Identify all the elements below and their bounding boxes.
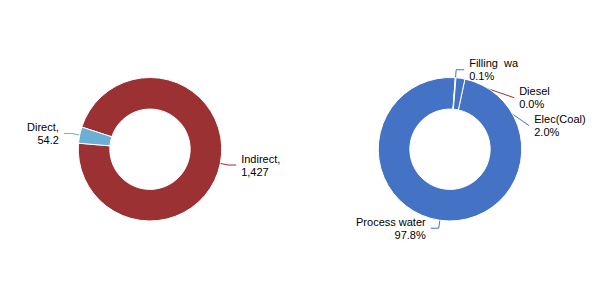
svg-text:Diesel: Diesel (519, 85, 550, 97)
svg-text:Elec(Coal): Elec(Coal) (534, 113, 585, 125)
svg-text:97.8%: 97.8% (395, 229, 426, 241)
svg-text:Indirect,: Indirect, (241, 153, 280, 165)
svg-text:Process water: Process water (356, 216, 426, 228)
svg-text:Filling wa: Filling wa (469, 57, 519, 69)
svg-text:2.0%: 2.0% (534, 126, 559, 138)
svg-text:54.2: 54.2 (37, 134, 58, 146)
svg-text:0.1%: 0.1% (469, 70, 494, 82)
svg-text:1,427: 1,427 (241, 166, 269, 178)
svg-text:Direct,: Direct, (27, 121, 59, 133)
svg-text:0.0%: 0.0% (519, 98, 544, 110)
